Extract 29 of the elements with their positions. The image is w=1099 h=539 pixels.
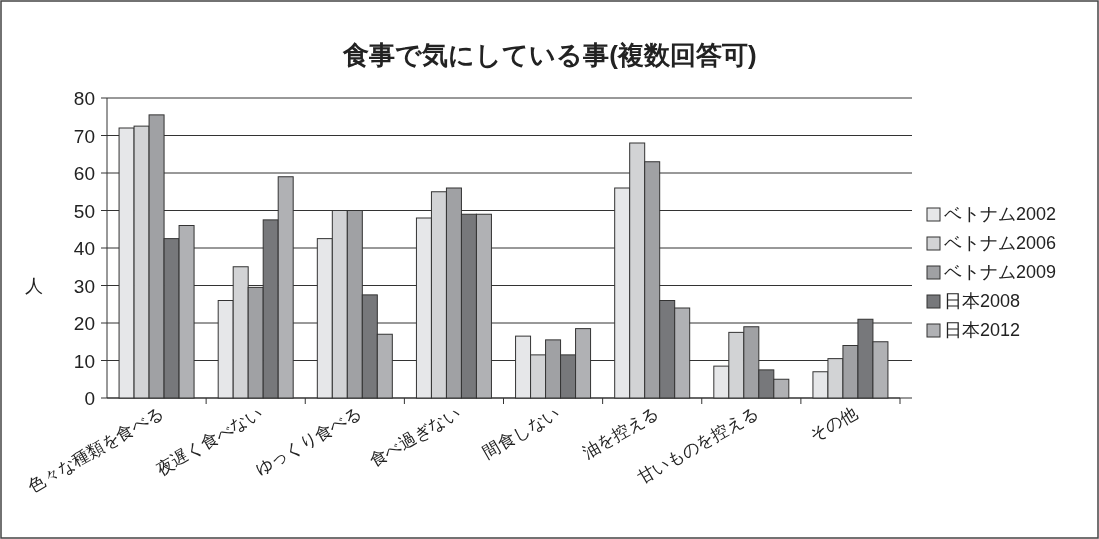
x-tick-label: 間食しない <box>479 403 564 462</box>
bar <box>659 300 676 399</box>
y-tick-label: 10 <box>73 350 95 372</box>
bar <box>133 125 150 399</box>
y-tick-label: 0 <box>84 388 95 409</box>
bar <box>560 354 577 399</box>
bar <box>163 238 180 399</box>
y-tick-label: 20 <box>73 313 95 334</box>
x-tick-label: 食べ過ぎない <box>366 403 464 471</box>
y-axis-title: 人 <box>25 276 43 296</box>
y-tick-label: 70 <box>73 125 95 147</box>
legend-label: 日本2012 <box>944 320 1021 340</box>
chart-title: 食事で気にしている事(複数回答可) <box>342 40 757 70</box>
y-tick-label: 50 <box>73 200 95 222</box>
bar <box>545 339 562 399</box>
y-tick-label: 80 <box>73 88 95 109</box>
bar <box>460 213 477 399</box>
legend-label: ベトナム2006 <box>944 233 1057 253</box>
legend-label: ベトナム2009 <box>944 262 1057 282</box>
x-tick-label: その他 <box>806 403 861 445</box>
bar <box>758 369 775 399</box>
bar <box>530 354 547 399</box>
y-tick-label: 40 <box>73 238 95 259</box>
y-tick-label: 60 <box>73 163 95 184</box>
bar <box>842 345 859 399</box>
y-tick-label: 30 <box>73 275 95 297</box>
legend-label: ベトナム2002 <box>944 204 1057 224</box>
x-tick-label: 油を控える <box>579 403 663 462</box>
legend-label: 日本2008 <box>944 291 1021 311</box>
